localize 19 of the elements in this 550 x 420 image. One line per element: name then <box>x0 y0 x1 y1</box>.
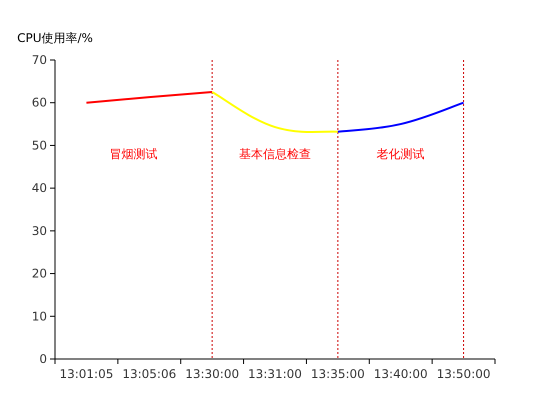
x-tick-label: 13:31:00 <box>248 367 302 381</box>
annotation: 基本信息检查 <box>239 147 311 162</box>
x-tick-label: 13:01:05 <box>59 367 114 381</box>
x-tick-label: 13:05:06 <box>122 367 176 381</box>
y-tick-label: 20 <box>32 266 47 281</box>
x-tick-label: 13:50:00 <box>436 367 491 381</box>
y-tick-label: 40 <box>32 181 47 196</box>
annotation: 老化测试 <box>376 147 425 162</box>
annotation: 冒烟测试 <box>110 147 158 162</box>
x-tick-label: 13:35:00 <box>310 367 365 381</box>
x-tick-label: 13:40:00 <box>374 367 428 381</box>
y-axis-title: CPU使用率/% <box>17 31 93 45</box>
y-tick-label: 60 <box>32 96 47 110</box>
x-tick-label: 13:30:00 <box>185 367 240 381</box>
y-tick-label: 70 <box>32 53 47 67</box>
y-tick-label: 50 <box>32 138 47 152</box>
y-tick-label: 10 <box>32 309 47 324</box>
y-tick-label: 30 <box>32 224 47 238</box>
y-tick-label: 0 <box>39 352 47 366</box>
